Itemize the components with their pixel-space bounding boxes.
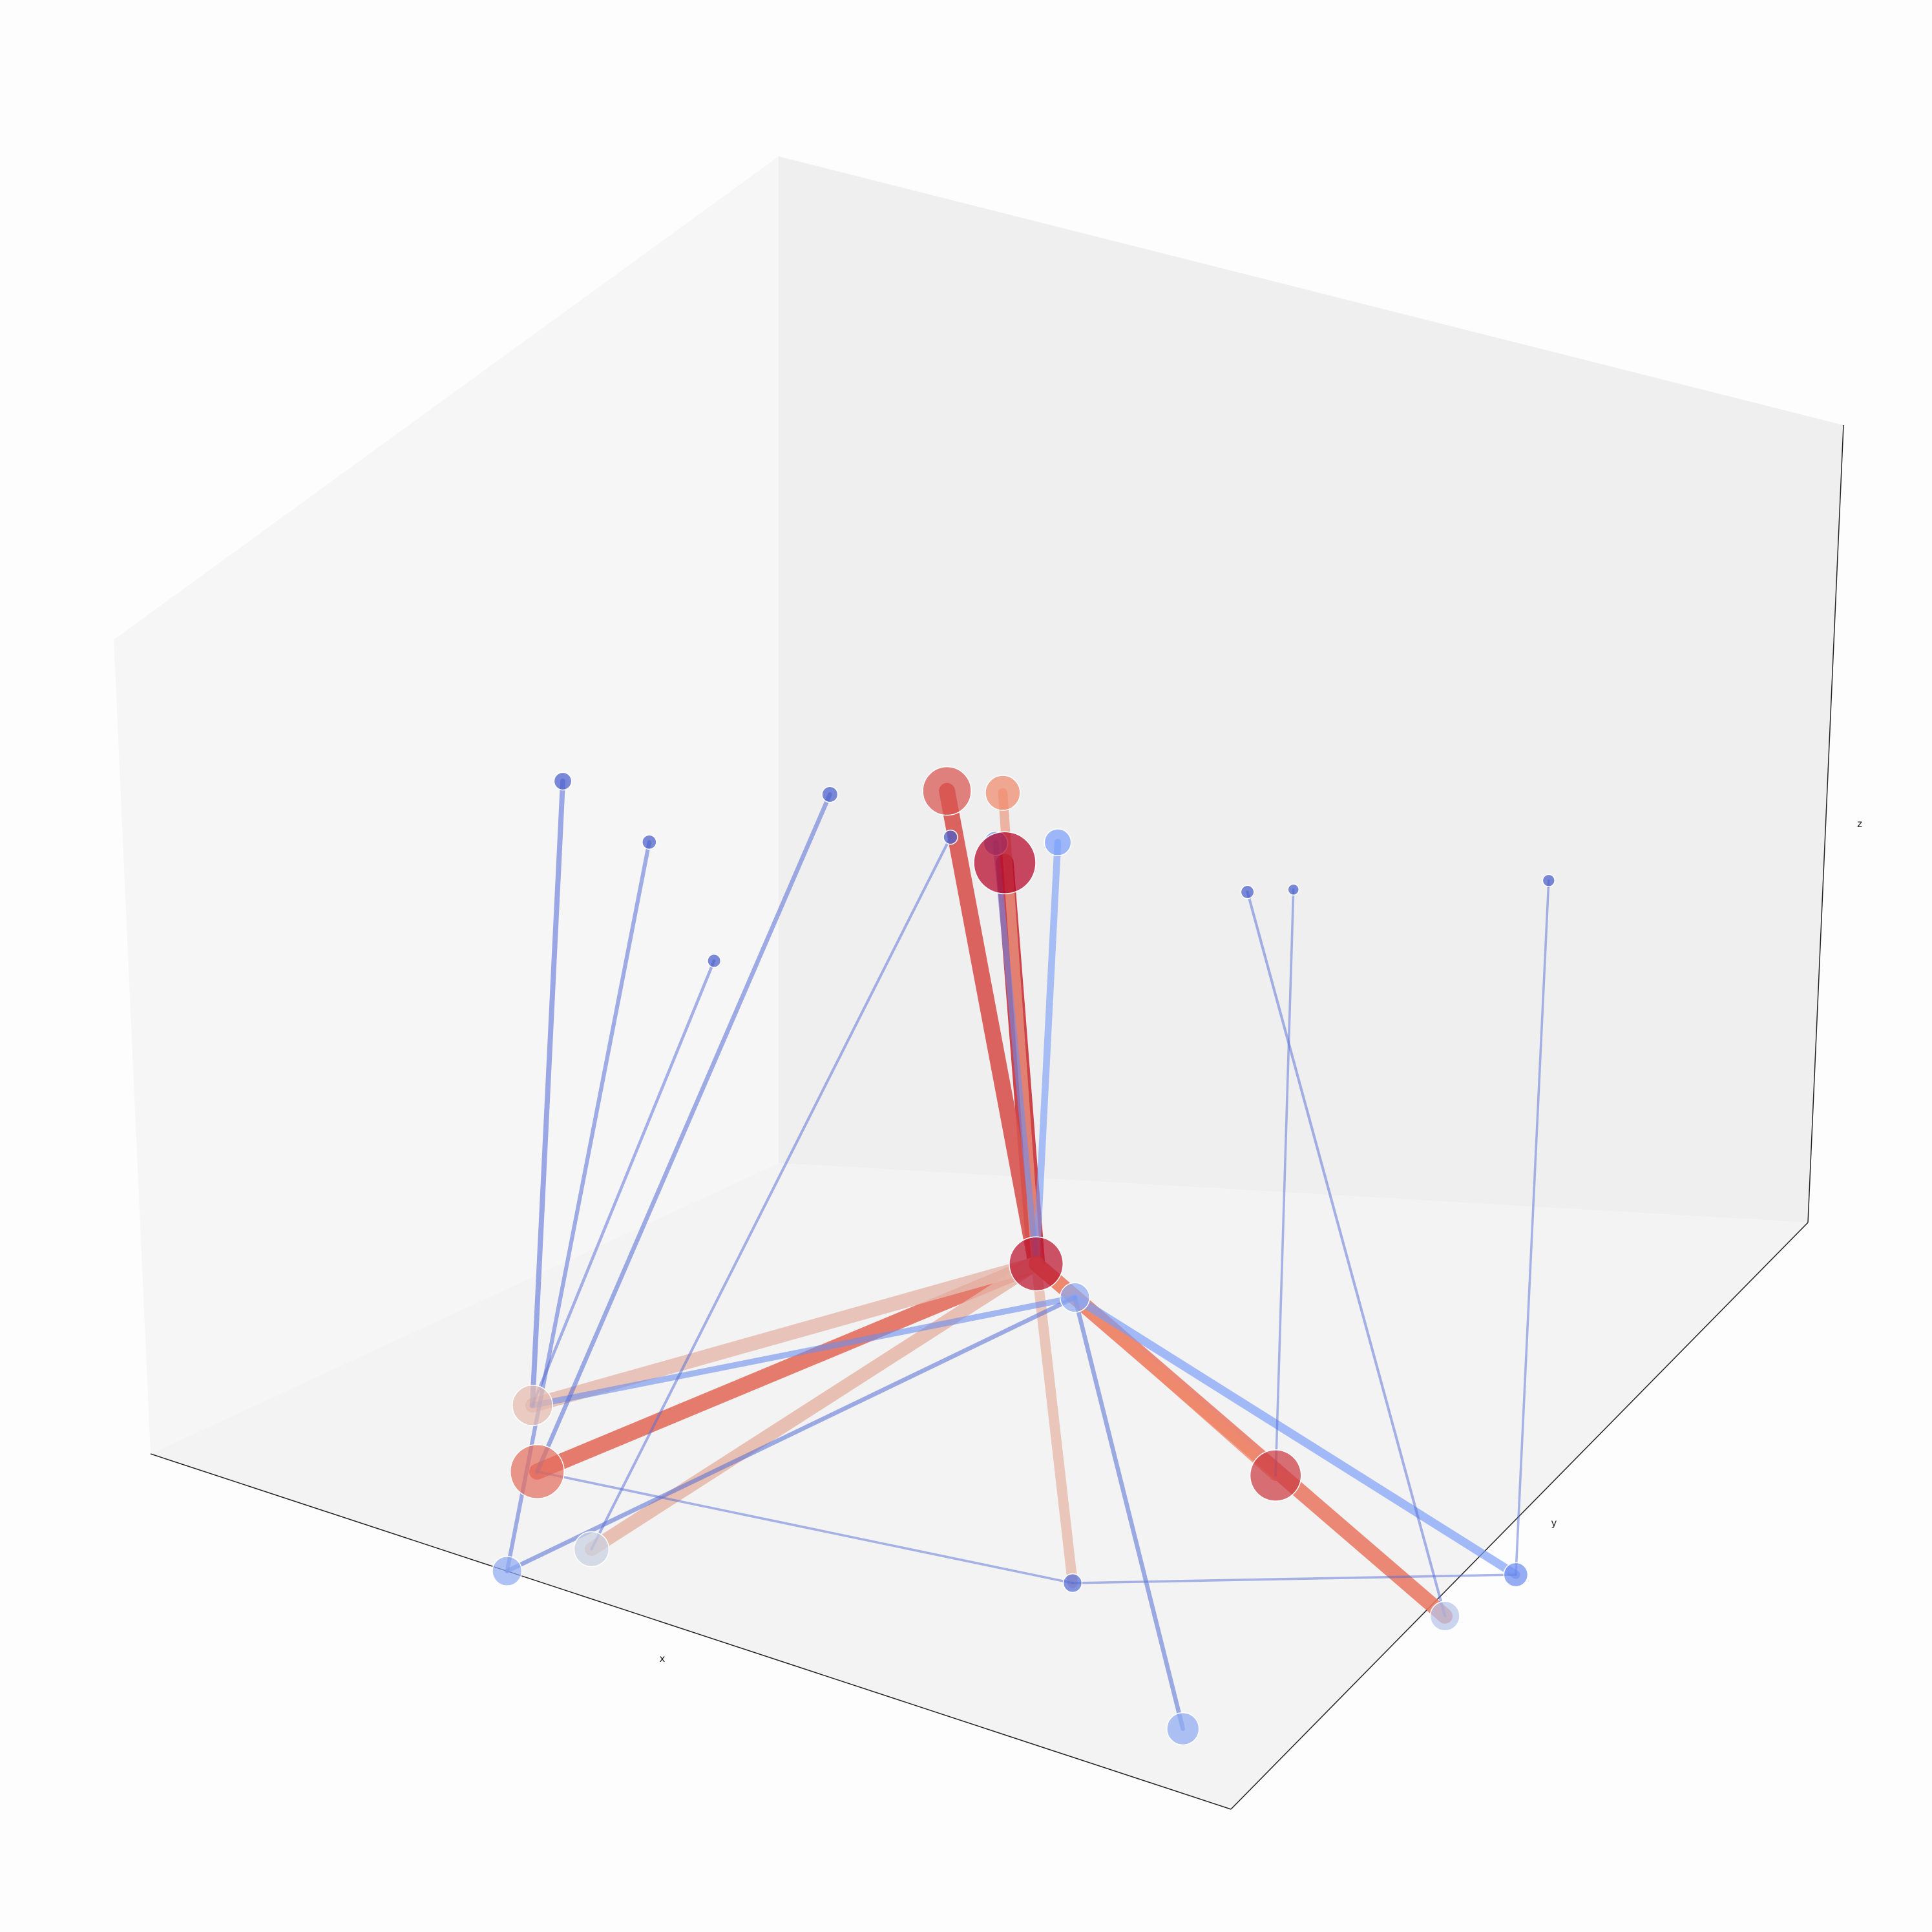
edge-W-I xyxy=(1515,879,1550,1576)
pane-back xyxy=(779,156,1843,1223)
node-U xyxy=(943,829,958,845)
node-K xyxy=(1062,1573,1083,1593)
z-axis-label: z xyxy=(1857,818,1862,830)
node-W xyxy=(1542,874,1555,887)
y-axis-label: y xyxy=(1551,1517,1557,1529)
edge-B-F xyxy=(939,782,1045,1272)
node-H xyxy=(1249,1449,1302,1502)
node-V xyxy=(1240,885,1255,899)
edge-T-L xyxy=(530,959,716,1407)
edge-F-K xyxy=(1031,1259,1078,1588)
edge-R-M xyxy=(535,792,832,1474)
node-I xyxy=(1503,1562,1529,1588)
node-C xyxy=(985,775,1021,811)
edge-D-F xyxy=(1033,839,1062,1268)
node-T xyxy=(707,954,722,968)
node-B xyxy=(922,766,972,816)
edge-G-O xyxy=(505,1295,1077,1573)
edge-K-M xyxy=(536,1470,1074,1584)
edge-G-I xyxy=(1070,1293,1520,1579)
x-axis-label: x xyxy=(660,1653,666,1664)
edge-F-M xyxy=(529,1255,1045,1480)
axis-line-z xyxy=(1807,425,1844,1223)
node-P xyxy=(1166,1712,1200,1746)
edge-F-N xyxy=(584,1257,1044,1556)
edges-layer xyxy=(505,779,1550,1731)
axis-line-y xyxy=(1230,1222,1809,1810)
node-N xyxy=(573,1531,610,1568)
node-S xyxy=(642,834,657,850)
node-R xyxy=(821,786,839,803)
edge-G-L xyxy=(529,1294,1078,1409)
edge-X-H xyxy=(1274,888,1295,1477)
nodes-layer xyxy=(492,766,1555,1746)
axis-line-x xyxy=(150,1453,1232,1810)
pane-left xyxy=(114,156,779,1454)
edge-Q-L xyxy=(530,779,566,1408)
node-X xyxy=(1287,883,1300,896)
node-Q xyxy=(553,772,572,791)
node-J xyxy=(1429,1601,1460,1632)
node-D xyxy=(1044,828,1072,857)
edge-K-I xyxy=(1071,1573,1517,1584)
edge-G-P xyxy=(1073,1295,1186,1731)
node-G xyxy=(1059,1282,1091,1313)
node-M xyxy=(509,1444,565,1499)
edge-E-F xyxy=(992,840,1040,1267)
edge-U-N xyxy=(590,835,952,1551)
edge-F-L xyxy=(525,1256,1044,1413)
node-L xyxy=(512,1385,553,1426)
node-O xyxy=(492,1555,523,1587)
edge-V-J xyxy=(1246,890,1447,1618)
node-A xyxy=(973,831,1036,894)
node-F xyxy=(1009,1236,1064,1292)
